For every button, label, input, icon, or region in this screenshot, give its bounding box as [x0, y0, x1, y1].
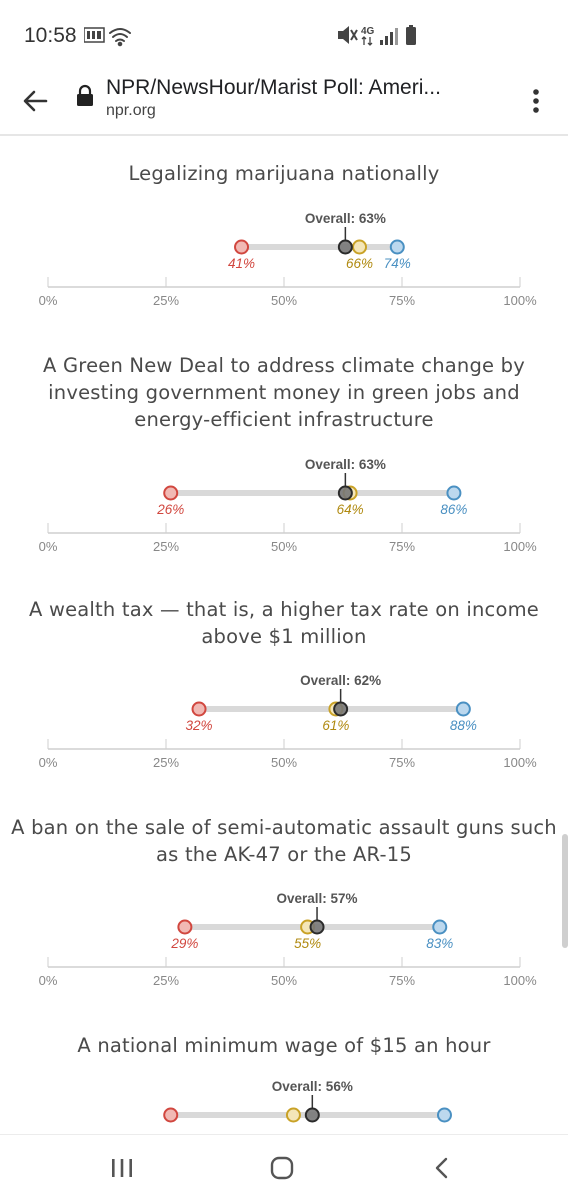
home-button[interactable]: [258, 1151, 306, 1185]
x-tick-label: 75%: [389, 755, 415, 770]
overall-label: Overall: 63%: [305, 457, 386, 472]
recents-button[interactable]: [98, 1151, 146, 1185]
overall-label: Overall: 57%: [277, 891, 358, 906]
status-right-icons: 4G: [338, 25, 416, 46]
x-tick-label: 50%: [271, 755, 297, 770]
dot-gold: [352, 239, 368, 255]
x-tick-label: 0%: [39, 755, 58, 770]
x-tick-label: 75%: [389, 539, 415, 554]
status-time: 10:58: [24, 24, 77, 47]
dot-blue: [389, 239, 405, 255]
nav-back-button[interactable]: [418, 1151, 466, 1185]
value-label-blue: 88%: [450, 718, 477, 733]
dot-red: [163, 1107, 179, 1123]
dot-range-chart: 0% 25% 50% 75% 100% Overall: 63% 26% 64% 86%: [39, 457, 537, 554]
dot-overall: [309, 919, 325, 935]
page-title[interactable]: NPR/NewsHour/Marist Poll: Ameri...: [106, 76, 441, 99]
lte-icon: 4G: [361, 26, 375, 46]
lock-icon: [77, 84, 93, 106]
question-title: A wealth tax — that is, a higher tax rat…: [29, 598, 539, 648]
x-tick-label: 100%: [503, 755, 537, 770]
value-label-blue: 86%: [440, 502, 467, 517]
x-tick-label: 50%: [271, 539, 297, 554]
question-title: A Green New Deal to address climate chan…: [43, 354, 525, 431]
dot-blue: [455, 701, 471, 717]
scroll-indicator[interactable]: [562, 834, 568, 948]
value-label-gold: 66%: [346, 256, 373, 271]
signal-icon: [380, 28, 398, 45]
question-title: A ban on the sale of semi-automatic assa…: [11, 816, 557, 866]
home-icon: [270, 1156, 294, 1180]
dot-red: [234, 239, 250, 255]
x-tick-label: 100%: [503, 973, 537, 988]
dot-blue: [436, 1107, 452, 1123]
overflow-menu-button[interactable]: [520, 80, 552, 122]
chevron-left-icon: [435, 1157, 448, 1179]
overall-label: Overall: 63%: [305, 211, 386, 226]
system-nav-bar: [0, 1134, 568, 1200]
value-label-red: 26%: [156, 502, 184, 517]
dot-overall: [337, 485, 353, 501]
value-label-red: 41%: [228, 256, 255, 271]
dot-range-chart: 0% 25% 50% 75% 100% Overall: 57% 29% 55% 83%: [39, 891, 537, 988]
dot-range-chart: Overall: 56%: [163, 1079, 452, 1123]
dot-overall: [333, 701, 349, 717]
value-label-blue: 74%: [384, 256, 411, 271]
more-vert-icon: [533, 89, 539, 113]
value-label-red: 32%: [186, 718, 213, 733]
dot-overall: [337, 239, 353, 255]
value-label-gold: 55%: [294, 936, 321, 951]
overall-label: Overall: 56%: [272, 1079, 353, 1094]
dot-range-chart: 0% 25% 50% 75% 100% Overall: 62% 32% 61% 88%: [39, 673, 537, 770]
status-left-icons: [84, 27, 131, 47]
value-label-blue: 83%: [426, 936, 453, 951]
dot-gold: [285, 1107, 301, 1123]
value-label-red: 29%: [170, 936, 198, 951]
x-tick-label: 100%: [503, 539, 537, 554]
x-tick-label: 75%: [389, 293, 415, 308]
browser-toolbar: NPR/NewsHour/Marist Poll: Ameri... npr.o…: [0, 66, 568, 136]
dot-red: [191, 701, 207, 717]
back-button[interactable]: [14, 80, 56, 122]
value-label-gold: 64%: [337, 502, 364, 517]
dot-red: [163, 485, 179, 501]
status-bar: 10:58 4G: [0, 0, 568, 66]
x-tick-label: 25%: [153, 755, 179, 770]
x-tick-label: 50%: [271, 973, 297, 988]
overall-label: Overall: 62%: [300, 673, 381, 688]
x-tick-label: 25%: [153, 539, 179, 554]
arrow-left-icon: [23, 90, 48, 112]
dot-blue: [446, 485, 462, 501]
x-tick-label: 0%: [39, 539, 58, 554]
wifi-icon: [109, 28, 131, 47]
svg-text:4G: 4G: [361, 26, 375, 37]
battery-icon: [406, 25, 416, 45]
dot-range-chart: 0% 25% 50% 75% 100% Overall: 63% 41% 66% 74%: [39, 211, 537, 308]
dot-overall: [304, 1107, 320, 1123]
value-label-gold: 61%: [322, 718, 349, 733]
x-tick-label: 100%: [503, 293, 537, 308]
page-content: Legalizing marijuana nationally 0% 25% 50%…: [0, 138, 568, 1134]
dot-red: [177, 919, 193, 935]
question-title: A national minimum wage of $15 an hour: [77, 1034, 491, 1057]
question-title: Legalizing marijuana nationally: [128, 162, 440, 185]
recents-icon: [112, 1159, 132, 1177]
x-tick-label: 0%: [39, 973, 58, 988]
page-url[interactable]: npr.org: [106, 102, 156, 119]
news-app-icon: [84, 27, 105, 43]
mute-icon: [338, 26, 358, 44]
dot-blue: [432, 919, 448, 935]
x-tick-label: 25%: [153, 973, 179, 988]
x-tick-label: 50%: [271, 293, 297, 308]
x-tick-label: 75%: [389, 973, 415, 988]
x-tick-label: 25%: [153, 293, 179, 308]
x-tick-label: 0%: [39, 293, 58, 308]
